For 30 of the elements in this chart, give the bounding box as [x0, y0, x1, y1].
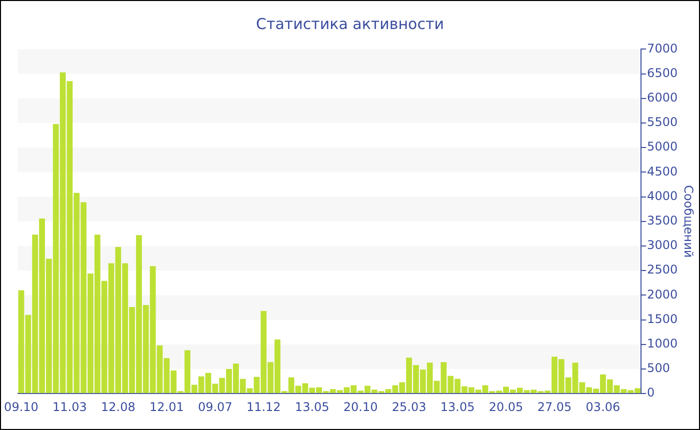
- y-tick-label: 500: [647, 361, 670, 376]
- x-tick-label: 11.03: [52, 400, 87, 414]
- y-axis-title: Сообщений: [682, 185, 696, 258]
- y-tick-label: 5500: [647, 115, 678, 130]
- y-tick-label: 2000: [647, 287, 678, 302]
- y-tick-label: 6000: [647, 90, 678, 105]
- x-tick-label: 25.03: [392, 400, 426, 414]
- y-tick-label: 5000: [647, 140, 678, 154]
- x-tick-label: 12.08: [101, 400, 136, 414]
- chart-title: Статистика активности: [255, 15, 445, 33]
- y-tick-label: 7000: [647, 41, 678, 56]
- x-tick-label: 20.05: [488, 400, 524, 414]
- y-tick-label: 6500: [647, 66, 678, 80]
- x-tick-label: 09.10: [4, 400, 38, 414]
- y-tick-label: 1500: [647, 312, 678, 326]
- y-tick-label: 3500: [647, 214, 678, 228]
- y-tick-label: 4000: [647, 188, 678, 203]
- x-tick-label: 13.05: [440, 400, 475, 414]
- y-tick-label: 1000: [647, 336, 678, 351]
- y-tick-label: 4500: [647, 164, 678, 178]
- x-tick-label: 20.10: [343, 400, 378, 414]
- x-tick-label: 13.05: [294, 400, 330, 414]
- y-tick-label: 2500: [647, 262, 678, 277]
- y-tick-label: 0: [647, 386, 655, 400]
- x-tick-label: 27.05: [537, 400, 572, 414]
- x-tick-label: 11.12: [246, 400, 281, 414]
- x-tick-label: 03.06: [586, 400, 620, 414]
- x-tick-label: 09.07: [198, 400, 232, 414]
- y-tick-label: 3000: [647, 238, 678, 252]
- x-tick-label: 12.01: [149, 400, 184, 414]
